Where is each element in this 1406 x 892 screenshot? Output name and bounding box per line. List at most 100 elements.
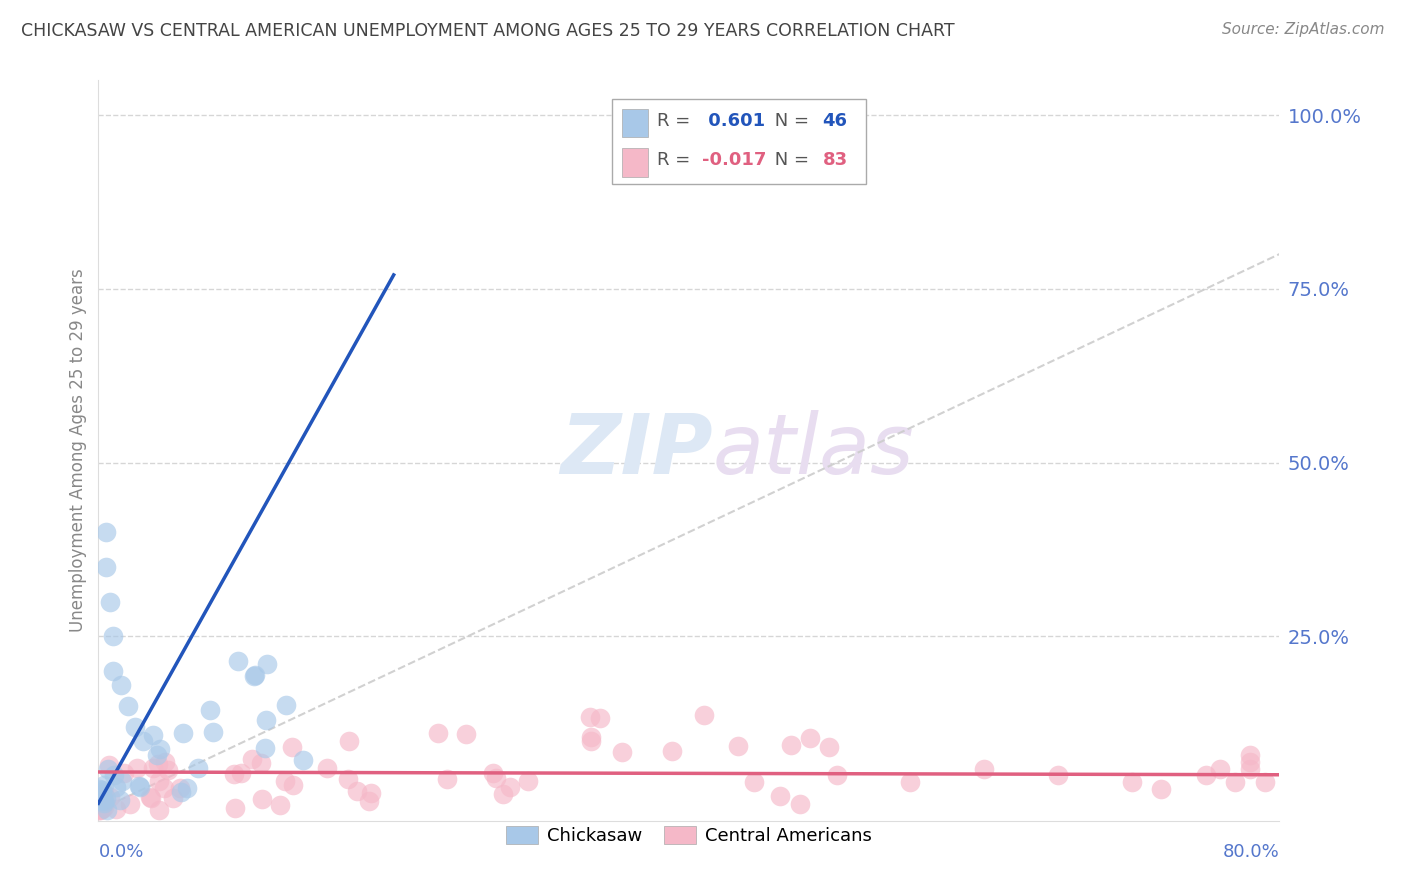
Point — [1239, 762, 1261, 776]
Point — [90, 800, 112, 814]
Point — [91, 793, 114, 807]
Point — [254, 713, 277, 727]
Point — [498, 780, 520, 794]
Point — [103, 768, 125, 782]
Point — [1239, 755, 1261, 769]
Point — [170, 784, 193, 798]
Point — [1209, 762, 1232, 776]
Point — [90, 802, 112, 816]
Point — [90, 791, 112, 805]
Point — [973, 762, 995, 776]
Point — [492, 787, 515, 801]
Point — [799, 731, 821, 745]
Point — [1046, 768, 1070, 782]
Y-axis label: Unemployment Among Ages 25 to 29 years: Unemployment Among Ages 25 to 29 years — [69, 268, 87, 632]
Point — [187, 761, 209, 775]
Point — [1254, 775, 1277, 789]
Point — [789, 797, 811, 812]
Point — [94, 525, 117, 540]
Point — [103, 664, 125, 678]
Point — [157, 763, 180, 777]
Point — [108, 793, 131, 807]
Point — [112, 765, 135, 780]
Point — [93, 791, 115, 805]
Point — [256, 657, 278, 671]
Text: atlas: atlas — [713, 410, 914, 491]
Point — [454, 726, 477, 740]
Text: Source: ZipAtlas.com: Source: ZipAtlas.com — [1222, 22, 1385, 37]
Point — [93, 786, 115, 800]
Point — [104, 802, 127, 816]
Point — [1150, 782, 1173, 797]
Point — [97, 762, 120, 776]
Point — [226, 654, 249, 668]
Point — [742, 775, 765, 789]
Point — [100, 789, 122, 804]
Point — [93, 795, 115, 809]
Point — [780, 738, 803, 752]
Point — [93, 794, 115, 808]
Point — [96, 803, 118, 817]
Point — [132, 733, 155, 747]
Point — [90, 797, 112, 812]
Point — [162, 790, 184, 805]
Point — [198, 703, 221, 717]
Point — [90, 796, 112, 810]
Point — [900, 775, 922, 789]
Point — [482, 765, 505, 780]
Point — [692, 708, 714, 723]
Point — [250, 792, 273, 806]
Point — [97, 758, 120, 772]
Point — [127, 761, 149, 775]
Point — [87, 793, 110, 807]
Text: 83: 83 — [823, 152, 848, 169]
Point — [149, 742, 172, 756]
Point — [93, 796, 115, 810]
Point — [249, 756, 271, 771]
Point — [224, 801, 246, 815]
Point — [1225, 775, 1247, 789]
Point — [153, 780, 176, 795]
Bar — [621, 109, 648, 137]
Text: 80.0%: 80.0% — [1223, 843, 1279, 861]
Point — [89, 790, 111, 805]
Point — [274, 698, 297, 713]
Point — [240, 752, 263, 766]
Point — [818, 739, 841, 754]
Point — [661, 744, 683, 758]
Point — [588, 711, 610, 725]
Point — [581, 730, 603, 744]
Point — [146, 757, 169, 772]
Bar — [621, 148, 648, 177]
Point — [579, 734, 602, 748]
Point — [229, 766, 252, 780]
Point — [94, 790, 117, 805]
Point — [359, 794, 381, 808]
Point — [825, 768, 848, 782]
Point — [360, 786, 382, 800]
Point — [146, 747, 169, 762]
Text: ZIP: ZIP — [560, 410, 713, 491]
Point — [243, 669, 266, 683]
Text: -0.017: -0.017 — [702, 152, 766, 169]
Point — [91, 797, 114, 811]
Point — [94, 560, 117, 574]
Text: R =: R = — [657, 152, 696, 169]
Point — [292, 753, 315, 767]
Point — [98, 595, 121, 609]
Point — [337, 772, 360, 786]
Point — [769, 789, 792, 803]
Point — [426, 726, 449, 740]
Point — [316, 761, 339, 775]
Point — [118, 797, 141, 812]
Point — [103, 629, 125, 643]
Point — [117, 698, 139, 713]
Point — [517, 773, 540, 788]
Point — [281, 739, 304, 754]
Point — [93, 800, 115, 814]
Point — [111, 774, 134, 789]
Point — [243, 668, 266, 682]
Point — [1239, 747, 1261, 762]
Point — [91, 783, 114, 797]
Text: N =: N = — [769, 152, 815, 169]
